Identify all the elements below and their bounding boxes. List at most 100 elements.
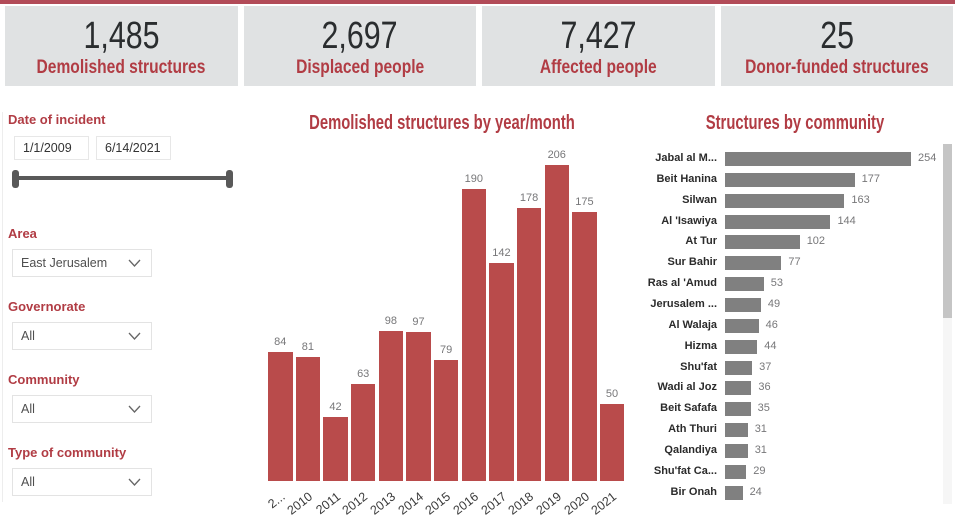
row-bar-value: 77	[788, 256, 801, 269]
row-bar-Qalandiya[interactable]	[725, 443, 748, 458]
row-category-label: Al 'Isawiya	[661, 214, 717, 227]
row-bar-Al 'Isawiya[interactable]	[725, 214, 831, 229]
kpi-value: 1,485	[83, 15, 160, 57]
kpi-card-2[interactable]: 7,427 Affected people	[482, 6, 715, 86]
column-bar-value: 190	[464, 173, 483, 186]
row-bar-value: 53	[770, 277, 784, 290]
filter-dropdown-governorate[interactable]: All	[12, 322, 152, 350]
row-chart-scrollbar-thumb[interactable]	[943, 144, 952, 318]
column-bar-value: 98	[384, 314, 397, 327]
dropdown-selected-value: All	[21, 475, 35, 489]
chevron-down-icon	[128, 478, 141, 486]
row-bar-Shu'fat[interactable]	[725, 360, 753, 375]
column-bar-2021[interactable]	[599, 404, 625, 481]
row-bar-Jerusalem ...[interactable]	[725, 297, 761, 312]
filter-dropdown-area[interactable]: East Jerusalem	[12, 249, 152, 277]
filter-label-area: Area	[8, 226, 37, 241]
row-category-label: Shu'fat Ca...	[653, 464, 717, 477]
column-bar-2013[interactable]	[378, 330, 404, 481]
column-bar-2015[interactable]	[433, 359, 459, 481]
row-bar-value: 177	[861, 172, 880, 185]
row-bar-value: 163	[851, 193, 870, 206]
date-slider-track[interactable]	[15, 176, 229, 180]
row-bar-Hizma[interactable]	[725, 339, 758, 354]
row-bar-value: 102	[806, 235, 826, 248]
column-x-label: 2...	[265, 489, 288, 512]
column-x-label: 2018	[505, 489, 537, 518]
column-x-label: 2014	[395, 489, 426, 518]
row-bar-Sur Bahir[interactable]	[725, 256, 782, 271]
row-category-label: Jerusalem ...	[650, 297, 717, 310]
kpi-label: Displaced people	[295, 57, 424, 78]
row-category-label: Ras al 'Amud	[647, 277, 717, 290]
row-chart-scrollbar-track[interactable]	[943, 144, 952, 504]
dropdown-selected-value: East Jerusalem	[21, 256, 108, 270]
row-category-label: Jabal al M...	[655, 152, 717, 164]
row-bar-Beit Safafa[interactable]	[725, 402, 751, 417]
column-bar-2019[interactable]	[544, 164, 569, 481]
row-bar-Wadi al Joz[interactable]	[725, 381, 752, 396]
row-category-label: Silwan	[682, 193, 717, 206]
row-category-label: Sur Bahir	[667, 256, 717, 269]
row-bar-value: 37	[759, 360, 772, 373]
column-bar-2017[interactable]	[489, 262, 514, 481]
column-bar-value: 97	[412, 316, 425, 329]
column-bar-value: 142	[492, 246, 511, 259]
row-category-label: Ath Thuri	[668, 423, 717, 436]
row-bar-Silwan[interactable]	[725, 193, 845, 208]
row-bar-value: 29	[753, 464, 766, 477]
kpi-value: 25	[819, 15, 854, 57]
column-bar-2012[interactable]	[350, 384, 376, 481]
column-bar-2020[interactable]	[572, 212, 597, 481]
column-x-label: 2013	[367, 489, 399, 518]
column-bar-value: 84	[274, 336, 287, 349]
row-bar-Shu'fat Ca...[interactable]	[725, 464, 747, 479]
column-bar-2018[interactable]	[516, 207, 542, 481]
kpi-card-1[interactable]: 2,697 Displaced people	[243, 6, 476, 86]
row-bar-Beit Hanina[interactable]	[725, 172, 855, 187]
row-category-label: Shu'fat	[680, 360, 717, 373]
filter-label-type-of-community: Type of community	[8, 445, 127, 460]
column-bar-value: 178	[519, 191, 539, 204]
column-bar-2011[interactable]	[323, 416, 348, 481]
row-bar-Bir Onah[interactable]	[725, 485, 743, 500]
row-bar-value: 36	[758, 381, 771, 394]
column-x-label: 2021	[588, 489, 620, 518]
filter-dropdown-type-of-community[interactable]: All	[12, 468, 152, 496]
row-bar-value: 49	[767, 297, 781, 310]
column-bar-value: 63	[357, 368, 370, 381]
row-bar-Al Walaja[interactable]	[725, 318, 759, 333]
date-slider-handle-left[interactable]	[12, 170, 19, 188]
dropdown-selected-value: All	[21, 402, 35, 416]
filter-panel-border	[2, 112, 3, 502]
column-bar-2016[interactable]	[461, 189, 487, 481]
row-bar-Ath Thuri[interactable]	[725, 423, 748, 438]
kpi-card-0[interactable]: 1,485 Demolished structures	[5, 6, 238, 86]
column-bar-value: 79	[440, 343, 453, 356]
row-bar-value: 144	[837, 214, 856, 227]
column-x-label: 2016	[450, 489, 482, 518]
column-x-label: 2019	[533, 489, 565, 518]
row-bar-Jabal al M...[interactable]	[725, 152, 911, 166]
row-bar-value: 35	[757, 402, 770, 415]
column-bar-2010[interactable]	[295, 356, 321, 481]
column-bar-2...[interactable]	[268, 352, 293, 481]
column-bar-2014[interactable]	[406, 332, 431, 481]
row-chart-title: Structures by community	[705, 112, 885, 134]
column-x-label: 2020	[561, 489, 592, 518]
row-bar-value: 24	[749, 485, 762, 498]
row-bar-At Tur[interactable]	[725, 235, 800, 250]
filter-dropdown-community[interactable]: All	[12, 395, 152, 423]
date-end-input[interactable]	[96, 136, 171, 160]
kpi-label: Donor-funded structures	[744, 57, 929, 78]
kpi-label: Demolished structures	[36, 57, 206, 78]
row-category-label: Qalandiya	[664, 443, 717, 456]
column-bar-value: 81	[301, 340, 315, 353]
row-category-label: Al Walaja	[668, 318, 718, 331]
row-bar-Ras al 'Amud[interactable]	[725, 277, 764, 292]
date-start-input[interactable]	[14, 136, 89, 160]
date-slider-handle-right[interactable]	[226, 170, 233, 188]
kpi-card-3[interactable]: 25 Donor-funded structures	[720, 6, 953, 86]
chevron-down-icon	[128, 332, 141, 340]
